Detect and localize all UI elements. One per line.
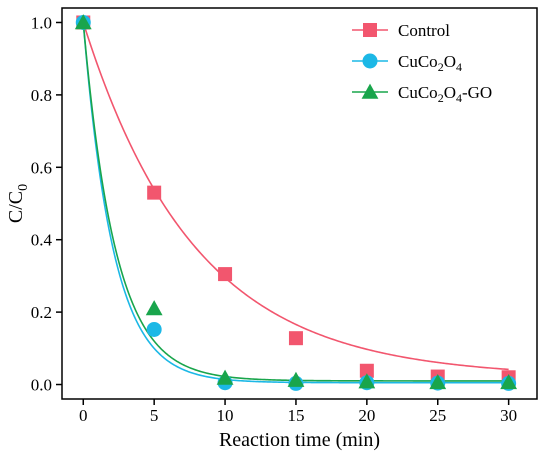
data-point-square bbox=[359, 363, 374, 378]
legend-label: Control bbox=[398, 21, 450, 40]
data-point-square bbox=[147, 185, 162, 200]
legend-label: CuCo2O4 bbox=[398, 52, 462, 74]
fit-curve-square bbox=[82, 22, 509, 371]
legend-text: O bbox=[444, 52, 456, 71]
legend-text: Control bbox=[398, 21, 450, 40]
y-tick-label: 0.0 bbox=[31, 376, 52, 395]
data-point-triangle bbox=[287, 371, 305, 387]
y-tick-label: 0.2 bbox=[31, 303, 52, 322]
plot-frame bbox=[61, 7, 538, 400]
legend-subscript: 4 bbox=[456, 91, 462, 105]
legend-subscript: 2 bbox=[438, 60, 444, 74]
y-tick-label: 0.6 bbox=[31, 158, 52, 177]
y-tick-label: 0.8 bbox=[31, 86, 52, 105]
legend-marker-square bbox=[363, 23, 377, 37]
data-point-circle bbox=[146, 321, 162, 337]
legend-subscript: 4 bbox=[456, 60, 462, 74]
y-axis-title: C/C0 bbox=[5, 184, 31, 223]
x-axis-title: Reaction time (min) bbox=[219, 429, 380, 451]
data-point-triangle bbox=[216, 369, 234, 385]
x-tick-label: 30 bbox=[500, 406, 517, 425]
legend-text: CuCo bbox=[398, 83, 438, 102]
x-tick-label: 0 bbox=[79, 406, 88, 425]
data-point-triangle bbox=[145, 300, 163, 316]
x-tick-label: 20 bbox=[358, 406, 375, 425]
data-point-square bbox=[288, 331, 303, 346]
legend-text: -GO bbox=[462, 83, 492, 102]
legend-text: O bbox=[444, 83, 456, 102]
legend-marker-triangle bbox=[361, 83, 379, 99]
y-tick-label: 1.0 bbox=[31, 13, 52, 32]
x-tick-label: 15 bbox=[287, 406, 304, 425]
y-axis-title-main: C/C bbox=[5, 191, 27, 223]
legend-text: CuCo bbox=[398, 52, 438, 71]
legend-subscript: 2 bbox=[438, 91, 444, 105]
legend-label: CuCo2O4-GO bbox=[398, 83, 492, 105]
x-tick-label: 10 bbox=[217, 406, 234, 425]
data-point-triangle bbox=[429, 373, 447, 390]
data-point-square bbox=[218, 267, 233, 282]
x-tick-label: 25 bbox=[429, 406, 446, 425]
data-point-triangle bbox=[500, 373, 518, 390]
x-tick-label: 5 bbox=[150, 406, 159, 425]
y-axis-title-subscript: 0 bbox=[16, 184, 31, 191]
y-tick-label: 0.4 bbox=[31, 231, 53, 250]
legend-marker-circle bbox=[362, 53, 378, 69]
data-point-triangle bbox=[358, 373, 376, 389]
data-point-triangle bbox=[74, 14, 92, 30]
